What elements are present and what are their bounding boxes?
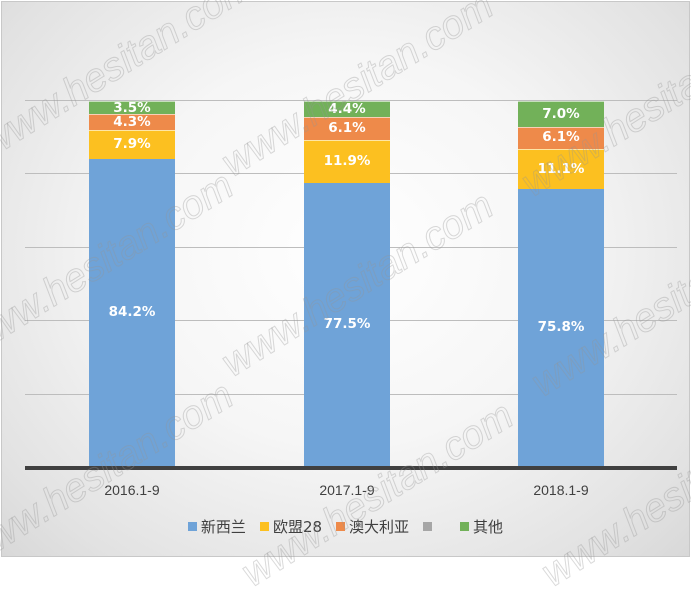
legend-item-unnamed[interactable]: [423, 516, 436, 537]
data-label: 7.0%: [542, 105, 580, 122]
bar-segment: 7.0%: [518, 101, 604, 127]
data-label: 11.1%: [537, 160, 585, 177]
x-tick-label: 2018.1-9: [533, 482, 589, 498]
bar-segment: 3.5%: [89, 99, 175, 116]
plot-area: 84.2% 7.9% 4.3% 3.5% 77.5% 11.9% 6.1% 4.4% 75.…: [25, 100, 677, 470]
data-label: 77.5%: [323, 315, 371, 332]
data-label: 4.4%: [328, 101, 366, 118]
x-axis-line: [25, 466, 677, 470]
bar-2016: 84.2% 7.9% 4.3% 3.5%: [89, 101, 175, 466]
bar-segment: 11.9%: [304, 139, 390, 184]
bar-segment: 4.3%: [89, 114, 175, 130]
bar-segment: 6.1%: [304, 117, 390, 140]
bar-segment: 75.8%: [518, 189, 604, 466]
legend-label: 澳大利亚: [349, 518, 410, 536]
legend-swatch-icon: [460, 522, 470, 531]
gridline: [25, 100, 677, 101]
data-label: 75.8%: [537, 318, 585, 335]
legend-swatch-icon: [423, 522, 433, 531]
legend-swatch-icon: [187, 522, 197, 531]
legend-item-eu28[interactable]: 欧盟28: [259, 516, 323, 537]
legend-item-australia[interactable]: 澳大利亚: [336, 516, 409, 537]
bar-segment: 84.2%: [89, 158, 175, 466]
bar-2018: 75.8% 11.1% 6.1% 7.0%: [518, 101, 604, 466]
legend: 新西兰 欧盟28 澳大利亚 其他: [2, 516, 689, 537]
data-label: 7.9%: [113, 136, 151, 152]
bar-segment: 4.4%: [304, 101, 390, 118]
bar-segment: 11.1%: [518, 148, 604, 190]
bar-2017: 77.5% 11.9% 6.1% 4.4%: [304, 101, 390, 466]
bar-segment: 77.5%: [304, 183, 390, 466]
data-label: 84.2%: [108, 303, 156, 320]
legend-label: 新西兰: [200, 518, 246, 536]
data-label: 6.1%: [328, 120, 366, 137]
data-label: 11.9%: [323, 153, 371, 170]
legend-item-other[interactable]: 其他: [460, 516, 503, 537]
x-tick-label: 2017.1-9: [319, 482, 375, 498]
legend-swatch-icon: [259, 522, 269, 531]
data-label: 4.3%: [113, 113, 151, 130]
bar-segment: 7.9%: [89, 129, 175, 159]
data-label: 6.1%: [542, 129, 580, 146]
legend-item-new-zealand[interactable]: 新西兰: [187, 516, 246, 537]
legend-label: 欧盟28: [272, 518, 323, 536]
data-label: 3.5%: [113, 99, 151, 116]
legend-label: 其他: [473, 518, 504, 536]
legend-swatch-icon: [336, 522, 346, 531]
bar-segment: 6.1%: [518, 126, 604, 149]
x-tick-label: 2016.1-9: [104, 482, 160, 498]
